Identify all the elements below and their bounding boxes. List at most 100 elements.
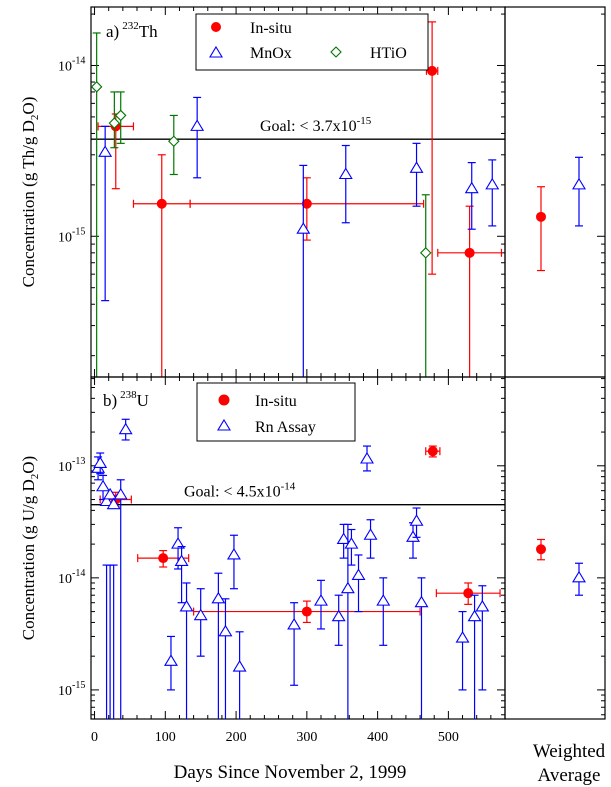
panel-b: 10-15 10-14 10-13 Goal: < 4.5x10-14 b) 238U… bbox=[19, 376, 606, 720]
panel-a-title-label: a) bbox=[106, 22, 119, 41]
panel-b-legend-insitu-marker bbox=[218, 394, 230, 406]
panel-a-average-marks bbox=[536, 156, 586, 272]
point-triangle bbox=[179, 599, 194, 612]
y-tick-label: 10-14 bbox=[58, 55, 85, 74]
panel-b-marks bbox=[91, 418, 501, 719]
point-insitu bbox=[156, 198, 167, 209]
panel-a-legend-insitu-label: In-situ bbox=[250, 20, 292, 37]
panel-a-ylabel: Concentration (g Th/g D2O) bbox=[19, 97, 41, 288]
point-triangle bbox=[485, 177, 500, 190]
point-diamond bbox=[419, 247, 432, 259]
y-tick-label: 10-13 bbox=[58, 456, 85, 475]
point-triangle bbox=[96, 479, 111, 492]
panel-a: 10-15 10-14 Goal: < 3.7x10-15 a) 232Th In-… bbox=[19, 6, 606, 378]
point-triangle bbox=[226, 547, 241, 560]
panel-a-ylabel-prefix: Concentration (g Th/g D bbox=[19, 120, 38, 287]
x-tick-label: 100 bbox=[155, 730, 176, 745]
point-triangle bbox=[338, 167, 353, 180]
point-triangle bbox=[409, 161, 424, 173]
panel-a-legend-box bbox=[195, 13, 429, 71]
point-triangle bbox=[455, 631, 470, 643]
panel-b-legend-rn-label: Rn Assay bbox=[255, 419, 316, 436]
point-diamond bbox=[114, 109, 127, 122]
panel-b-title-label: b) bbox=[103, 391, 117, 410]
panel-a-goal-label: Goal: < 3.7x10-15 bbox=[260, 115, 372, 135]
x-tick-label: 200 bbox=[226, 730, 247, 745]
panel-b-legend-insitu-label: In-situ bbox=[255, 393, 297, 410]
point-diamond bbox=[108, 117, 121, 129]
point-triangle bbox=[360, 451, 374, 464]
y-tick-label: 10-15 bbox=[58, 226, 85, 245]
panel-b-goal-label-exponent: -14 bbox=[281, 481, 296, 493]
point-triangle bbox=[174, 554, 189, 567]
panel-a-ylabel-suffix: O) bbox=[19, 97, 38, 115]
point-triangle bbox=[193, 608, 208, 621]
panel-b-title-element: U bbox=[137, 391, 149, 410]
panel-a-title: a) 232Th bbox=[106, 20, 158, 41]
panel-b-legend-box bbox=[196, 382, 356, 442]
panel-a-legend-insitu-marker bbox=[211, 22, 221, 32]
panel-a-legend-mnox-marker bbox=[209, 45, 223, 58]
panel-a-title-mass: 232 bbox=[122, 20, 139, 32]
y-tick-label: 10-15 bbox=[58, 680, 85, 699]
panel-b-legend: In-situ Rn Assay bbox=[196, 382, 356, 442]
point-triangle bbox=[211, 591, 226, 604]
point-triangle bbox=[118, 422, 133, 435]
point-insitu bbox=[301, 198, 312, 209]
panel-a-y-tick-labels: 10-15 10-14 bbox=[58, 55, 85, 245]
panel-b-title: b) 238U bbox=[103, 389, 149, 410]
panel-b-ylabel-subscript: 2 bbox=[29, 474, 41, 480]
weighted-average-label-line1: Weighted bbox=[533, 741, 606, 762]
x-tick-labels: 0 100 200 300 400 500 bbox=[91, 730, 459, 745]
panel-b-legend-rn-marker bbox=[217, 418, 231, 431]
point-triangle bbox=[409, 514, 424, 526]
point-triangle bbox=[414, 595, 429, 608]
point-triangle bbox=[163, 654, 178, 666]
panel-a-goal-label-text: Goal: < 3.7x10 bbox=[260, 118, 357, 135]
point-triangle bbox=[113, 487, 128, 500]
point-triangle bbox=[232, 659, 247, 672]
point-triangle bbox=[351, 568, 366, 581]
panel-a-marks bbox=[90, 21, 503, 377]
point-triangle bbox=[331, 609, 346, 622]
x-tick-label: 300 bbox=[296, 730, 317, 745]
point-insitu bbox=[301, 606, 312, 617]
point-triangle bbox=[572, 177, 586, 190]
point-triangle bbox=[464, 181, 479, 194]
point-triangle bbox=[287, 617, 302, 630]
point-triangle bbox=[103, 487, 118, 500]
point-insitu bbox=[464, 247, 475, 258]
point-triangle bbox=[296, 222, 311, 234]
panel-b-ylabel-suffix: O) bbox=[19, 456, 38, 474]
point-triangle bbox=[467, 609, 482, 622]
panel-b-goal-label: Goal: < 4.5x10-14 bbox=[184, 481, 296, 501]
y-tick-label: 10-14 bbox=[58, 568, 85, 587]
point-diamond bbox=[168, 135, 180, 148]
panel-a-legend-htio-marker bbox=[330, 46, 342, 58]
point-insitu bbox=[536, 211, 546, 222]
panel-a-goal-label-exponent: -15 bbox=[357, 115, 372, 127]
point-triangle bbox=[106, 497, 121, 510]
point-insitu bbox=[536, 544, 546, 555]
point-diamond bbox=[90, 81, 103, 93]
x-tick-label: 500 bbox=[438, 730, 459, 745]
weighted-average-label-line2: Average bbox=[538, 765, 601, 786]
panel-b-title-mass: 238 bbox=[120, 389, 137, 401]
point-triangle bbox=[340, 581, 355, 594]
point-triangle bbox=[171, 537, 186, 549]
point-triangle bbox=[376, 594, 391, 606]
point-triangle bbox=[344, 537, 359, 549]
panel-a-ylabel-subscript: 2 bbox=[29, 115, 41, 121]
point-insitu bbox=[427, 446, 438, 457]
panel-a-legend-mnox-label: MnOx bbox=[250, 45, 292, 62]
panel-b-ylabel: Concentration (g U/g D2O) bbox=[19, 456, 41, 640]
point-insitu bbox=[463, 588, 474, 599]
panel-b-average-frame bbox=[504, 376, 606, 720]
point-triangle bbox=[406, 530, 420, 542]
point-triangle bbox=[99, 494, 114, 507]
point-triangle bbox=[314, 594, 328, 606]
panel-b-goal-label-text: Goal: < 4.5x10 bbox=[184, 484, 281, 501]
panel-b-y-tick-labels: 10-15 10-14 10-13 bbox=[58, 456, 85, 699]
x-axis-label: Days Since November 2, 1999 bbox=[174, 762, 407, 783]
